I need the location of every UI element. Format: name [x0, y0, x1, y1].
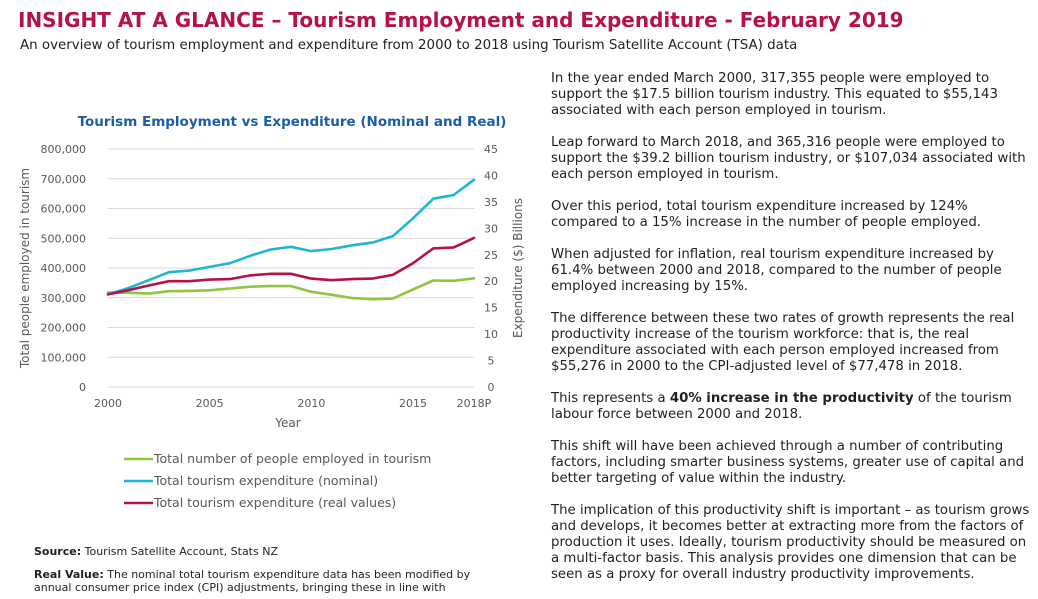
paragraph-7: This shift will have been achieved throu…	[551, 439, 1025, 486]
x-axis-title: Year	[274, 416, 300, 430]
y2-tick-label: 45	[484, 143, 498, 156]
y2-tick-label: 10	[484, 328, 498, 341]
paragraph-6-start: This represents a	[551, 391, 670, 406]
y-tick-label: 400,000	[41, 262, 87, 275]
source-label: Source:	[34, 545, 82, 558]
real-value-note: Real Value: The nominal total tourism ex…	[34, 568, 474, 594]
legend-label: Total tourism expenditure (nominal)	[153, 473, 378, 488]
x-tick-label: 2018P	[457, 397, 492, 410]
chart: Tourism Employment vs Expenditure (Nomin…	[18, 114, 525, 510]
series-line-1	[106, 277, 476, 301]
y-tick-label: 500,000	[41, 232, 87, 245]
paragraph-6: This represents a 40% increase in the pr…	[551, 391, 1035, 423]
y2-tick-label: 15	[484, 302, 498, 315]
commentary: In the year ended March 2000, 317,355 pe…	[551, 71, 1035, 599]
y2-tick-label: 5	[488, 355, 495, 368]
y-tick-label: 200,000	[41, 322, 87, 335]
y2-tick-label: 0	[488, 381, 495, 394]
x-tick-label: 2000	[94, 397, 122, 410]
source-text: Tourism Satellite Account, Stats NZ	[81, 545, 278, 558]
paragraph-2: Leap forward to March 2018, and 365,316 …	[551, 135, 1026, 182]
y2-tick-label: 40	[484, 169, 498, 182]
y-tick-label: 0	[79, 381, 86, 394]
chart-title: Tourism Employment vs Expenditure (Nomin…	[78, 114, 507, 130]
y2-axis-title: Expenditure ($) Billions	[511, 198, 525, 338]
x-tick-label: 2010	[297, 397, 325, 410]
paragraph-4: When adjusted for inflation, real touris…	[551, 247, 1002, 294]
legend-label: Total tourism expenditure (real values)	[153, 495, 396, 510]
real-value-label: Real Value:	[34, 568, 104, 581]
y2-tick-label: 35	[484, 196, 498, 209]
source-note: Source: Tourism Satellite Account, Stats…	[34, 545, 278, 558]
y2-tick-label: 20	[484, 275, 498, 288]
paragraph-5: The difference between these two rates o…	[551, 311, 1015, 374]
y-axis-title: Total people employed in tourism	[18, 168, 32, 369]
page-subtitle: An overview of tourism employment and ex…	[20, 38, 798, 53]
paragraph-1: In the year ended March 2000, 317,355 pe…	[551, 71, 998, 118]
paragraph-6-highlight: 40% increase in the productivity	[669, 391, 914, 406]
page-title: INSIGHT AT A GLANCE – Tourism Employment…	[18, 8, 904, 32]
y-tick-label: 100,000	[41, 351, 87, 364]
paragraph-3: Over this period, total tourism expendit…	[551, 199, 981, 230]
x-tick-label: 2015	[399, 397, 427, 410]
paragraph-6-end: of the tourism labour force between 2000…	[551, 391, 1012, 422]
y-tick-label: 800,000	[41, 143, 87, 156]
y-tick-label: 300,000	[41, 292, 87, 305]
paragraph-8: The implication of this productivity shi…	[551, 503, 1030, 582]
y-tick-label: 700,000	[41, 173, 87, 186]
x-tick-label: 2005	[196, 397, 224, 410]
series-line-2	[106, 178, 476, 296]
y-tick-label: 600,000	[41, 203, 87, 216]
y2-tick-label: 30	[484, 222, 498, 235]
y2-tick-label: 25	[484, 249, 498, 262]
legend-label: Total number of people employed in touri…	[153, 451, 431, 466]
series-line-3	[106, 236, 476, 296]
